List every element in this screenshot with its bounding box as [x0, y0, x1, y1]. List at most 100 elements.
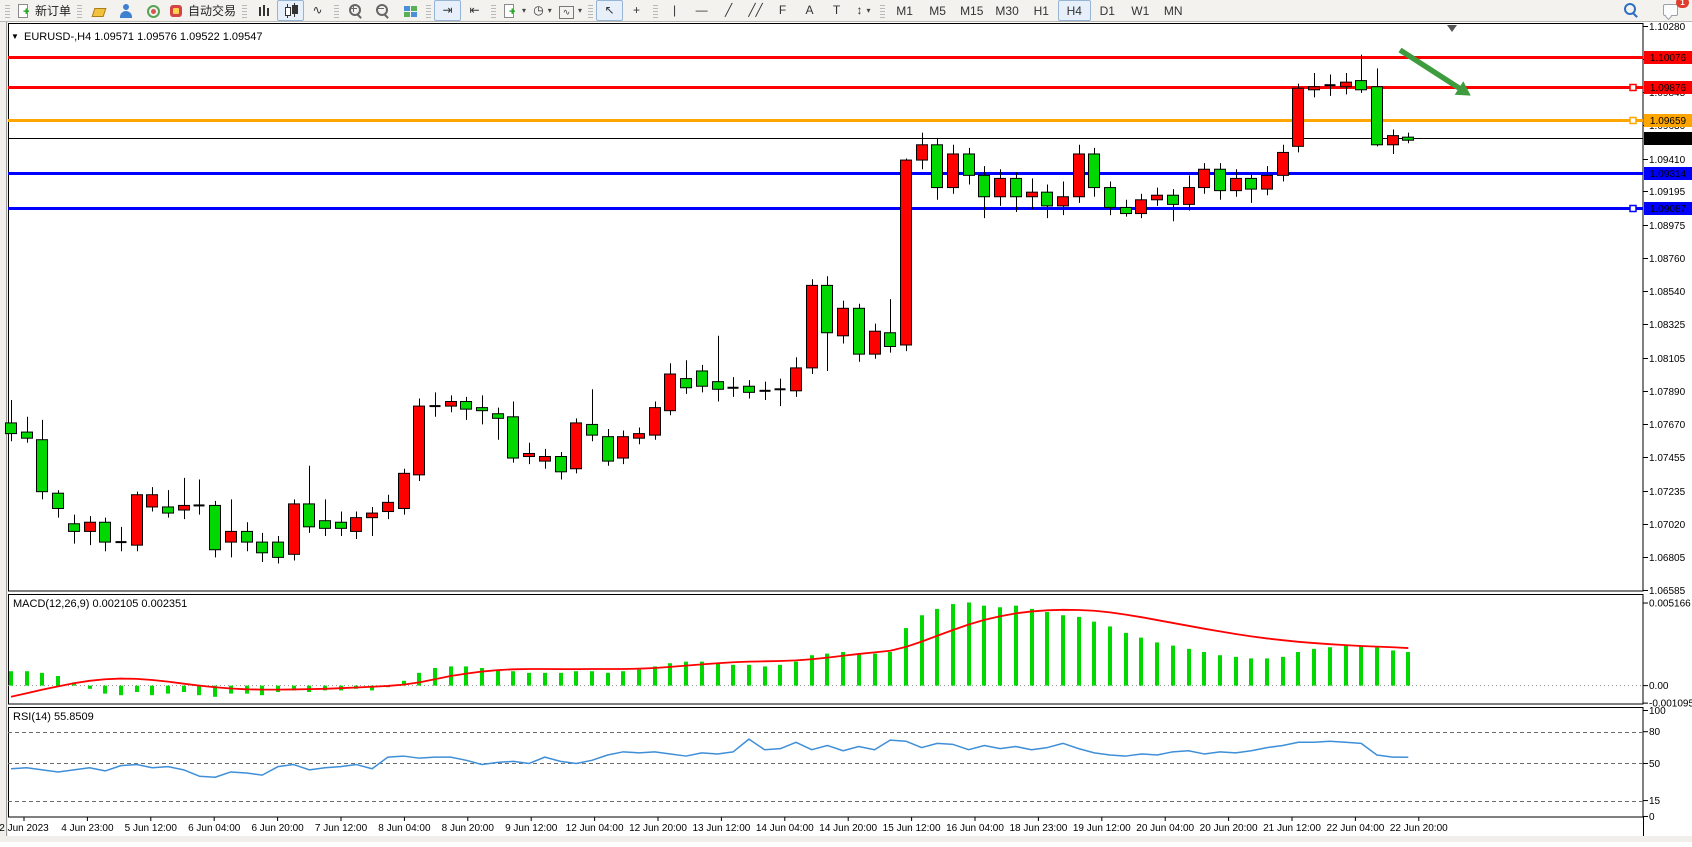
period-button[interactable]: ◷▾	[529, 0, 556, 21]
tf-h1-button[interactable]: H1	[1025, 0, 1058, 21]
arrows-icon: ↕	[857, 3, 863, 18]
tf-m5-button[interactable]: M5	[921, 0, 954, 21]
chart-title: EURUSD-,H4 1.09571 1.09576 1.09522 1.095…	[24, 31, 263, 43]
tf-mn-label: MN	[1164, 4, 1183, 18]
market-button[interactable]	[85, 0, 112, 21]
arrows-button[interactable]: ↕▾	[850, 0, 877, 21]
tf-w1-label: W1	[1131, 4, 1149, 18]
trendline-button[interactable]: ╱	[715, 0, 742, 21]
time-axis-label: 13 Jun 12:00	[692, 823, 750, 834]
tf-m15-label: M15	[960, 4, 983, 18]
text-label-button[interactable]: T	[823, 0, 850, 21]
new-template-button[interactable]: ▾	[499, 0, 529, 21]
tf-m1-label: M1	[896, 4, 913, 18]
new-order-button[interactable]: 新订单	[13, 0, 74, 21]
profile-icon	[118, 3, 134, 19]
text-button[interactable]: A	[796, 0, 823, 21]
fibonacci-button[interactable]: F	[769, 0, 796, 21]
chart-window: 1.102801.100601.098451.096301.094101.091…	[0, 22, 1692, 842]
tf-h4-label: H4	[1067, 4, 1082, 18]
time-axis-label: 2 Jun 2023	[0, 823, 49, 834]
time-axis-label: 18 Jun 23:00	[1009, 823, 1067, 834]
search-icon	[1624, 3, 1640, 19]
tf-m15-button[interactable]: M15	[954, 0, 989, 21]
toolbar-grip	[491, 3, 496, 18]
search-button[interactable]	[1618, 0, 1645, 21]
candlestick-icon	[283, 3, 299, 19]
zoom-in-button[interactable]	[342, 0, 369, 21]
svg-text:1.06805: 1.06805	[1649, 553, 1686, 564]
chat-button[interactable]: 1	[1657, 0, 1684, 21]
tf-mn-button[interactable]: MN	[1157, 0, 1190, 21]
market-icon	[91, 3, 107, 19]
svg-text:1.09195: 1.09195	[1649, 187, 1686, 198]
indicators-list-button[interactable]: ∿▾	[556, 0, 585, 21]
bar-chart-button[interactable]	[250, 0, 277, 21]
symbol-dropdown-icon[interactable]: ▼	[11, 32, 19, 41]
macd-pane[interactable]	[9, 595, 1644, 705]
svg-text:0.005166: 0.005166	[1649, 599, 1691, 610]
dropdown-arrow-icon[interactable]: ▾	[867, 6, 871, 15]
tf-d1-button[interactable]: D1	[1091, 0, 1124, 21]
equidistant-channel-button[interactable]: ╱╱	[742, 0, 769, 21]
time-axis-label: 5 Jun 12:00	[125, 823, 178, 834]
dropdown-arrow-icon[interactable]: ▾	[548, 6, 552, 15]
chart-shift-icon: ⇤	[470, 3, 480, 18]
svg-text:1.08105: 1.08105	[1649, 354, 1686, 365]
tf-m30-label: M30	[995, 4, 1018, 18]
tile-windows-button[interactable]	[396, 0, 423, 21]
tf-m30-button[interactable]: M30	[989, 0, 1024, 21]
svg-text:1.09410: 1.09410	[1649, 155, 1686, 166]
tf-m1-button[interactable]: M1	[888, 0, 921, 21]
line-chart-button[interactable]: ∿	[304, 0, 331, 21]
svg-text:1.07890: 1.07890	[1649, 387, 1686, 398]
svg-text:1.08325: 1.08325	[1649, 320, 1686, 331]
time-axis-label: 12 Jun 04:00	[566, 823, 624, 834]
toolbar-grip	[242, 3, 247, 18]
time-axis-label: 9 Jun 12:00	[505, 823, 558, 834]
horizontal-line-button[interactable]: —	[688, 0, 715, 21]
window-bottom-frame	[0, 836, 1692, 842]
svg-text:1.08975: 1.08975	[1649, 221, 1686, 232]
time-axis-label: 8 Jun 04:00	[378, 823, 431, 834]
candlestick-button[interactable]	[277, 0, 304, 21]
svg-text:1.08760: 1.08760	[1649, 254, 1686, 265]
tf-h4-button[interactable]: H4	[1058, 0, 1091, 21]
trendline-icon: ╱	[725, 3, 732, 18]
cursor-icon: ↖	[605, 3, 615, 18]
time-axis-label: 20 Jun 04:00	[1136, 823, 1194, 834]
dropdown-arrow-icon[interactable]: ▾	[522, 6, 526, 15]
auto-trading-button[interactable]: 自动交易	[166, 0, 239, 21]
tile-windows-icon	[402, 3, 418, 19]
macd-label: MACD(12,26,9) 0.002105 0.002351	[13, 598, 187, 610]
zoom-out-button[interactable]	[369, 0, 396, 21]
text-label-icon: T	[833, 3, 840, 18]
crosshair-button[interactable]: +	[623, 0, 650, 21]
tf-w1-button[interactable]: W1	[1124, 0, 1157, 21]
dropdown-arrow-icon[interactable]: ▾	[578, 6, 582, 15]
toolbar-grip	[5, 3, 10, 18]
chart-canvas[interactable]: 1.102801.100601.098451.096301.094101.091…	[0, 22, 1692, 842]
svg-text:80: 80	[1649, 727, 1661, 738]
rsi-pane[interactable]	[9, 708, 1644, 818]
tf-m5-label: M5	[929, 4, 946, 18]
svg-text:1.09547: 1.09547	[1650, 134, 1687, 145]
svg-text:1.07670: 1.07670	[1649, 420, 1686, 431]
svg-text:100: 100	[1649, 706, 1666, 717]
cursor-button[interactable]: ↖	[596, 0, 623, 21]
time-axis-label: 22 Jun 20:00	[1390, 823, 1448, 834]
zoom-out-icon	[375, 3, 391, 19]
time-axis-label: 12 Jun 20:00	[629, 823, 687, 834]
vertical-line-button[interactable]: |	[661, 0, 688, 21]
profile-button[interactable]	[112, 0, 139, 21]
svg-text:1.09087: 1.09087	[1650, 204, 1687, 215]
bar-chart-icon	[256, 3, 272, 19]
svg-text:1.07235: 1.07235	[1649, 487, 1686, 498]
signals-button[interactable]	[139, 0, 166, 21]
notification-badge: 1	[1676, 0, 1689, 8]
auto-scroll-button[interactable]: ⇥	[434, 0, 461, 21]
time-axis-label: 20 Jun 20:00	[1200, 823, 1258, 834]
chart-shift-button[interactable]: ⇤	[461, 0, 488, 21]
time-axis-label: 14 Jun 20:00	[819, 823, 877, 834]
toolbar-grip	[334, 3, 339, 18]
